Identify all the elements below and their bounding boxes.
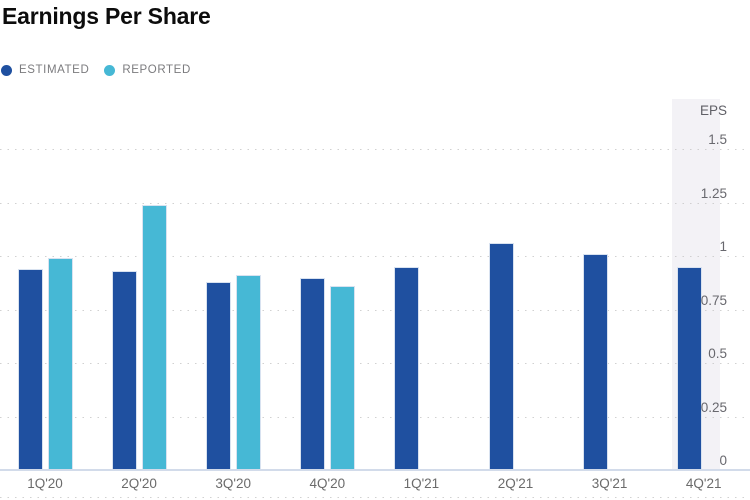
x-axis-line xyxy=(0,469,750,471)
eps-bar-chart: 1Q'20 2Q'20 3Q'20 4Q'20 1Q'21 2Q'21 3Q'21 4Q'21… xyxy=(0,90,750,500)
estimated-swatch-icon xyxy=(1,64,12,76)
legend-label: ESTIMATED xyxy=(19,64,90,76)
y-tick-label-1: 1 xyxy=(719,239,727,255)
x-tick-label-3Q'20: 3Q'20 xyxy=(215,476,251,491)
y-tick-label-0.5: 0.5 xyxy=(708,346,727,362)
gridline-0.5 xyxy=(0,363,750,365)
y-tick-label-1.5: 1.5 xyxy=(708,132,727,148)
x-tick-label-3Q'21: 3Q'21 xyxy=(591,476,628,491)
legend-item-estimated[interactable]: ESTIMATED xyxy=(1,64,89,76)
reported-swatch-icon xyxy=(104,64,116,76)
legend: ESTIMATED REPORTED xyxy=(1,64,206,76)
x-tick-label-1Q'21: 1Q'21 xyxy=(403,476,440,491)
y-axis-title: EPS xyxy=(699,103,727,118)
bar-estimated-3Q'20[interactable] xyxy=(206,281,232,470)
x-tick-label-4Q'20: 4Q'20 xyxy=(309,476,346,491)
bar-estimated-4Q'21[interactable] xyxy=(676,266,702,470)
y-tick-label-1.25: 1.25 xyxy=(700,185,727,201)
bar-estimated-4Q'20[interactable] xyxy=(300,277,326,470)
bar-reported-2Q'20[interactable] xyxy=(141,204,167,470)
y-tick-label-0.25: 0.25 xyxy=(700,399,727,415)
gridline-1.25 xyxy=(0,202,750,204)
x-tick-label-1Q'20: 1Q'20 xyxy=(27,476,63,491)
page-title: Earnings Per Share xyxy=(2,3,211,29)
gridline-1 xyxy=(0,256,750,258)
bar-reported-3Q'20[interactable] xyxy=(235,275,261,470)
bar-estimated-1Q'20[interactable] xyxy=(18,269,43,470)
legend-item-reported[interactable]: REPORTED xyxy=(104,64,191,76)
bar-reported-4Q'20[interactable] xyxy=(329,286,355,470)
bar-estimated-3Q'21[interactable] xyxy=(582,254,608,470)
y-tick-label-0: 0 xyxy=(719,453,727,468)
y-tick-label-0.75: 0.75 xyxy=(700,292,727,308)
x-tick-label-4Q'21: 4Q'21 xyxy=(685,476,722,491)
bar-estimated-1Q'21[interactable] xyxy=(394,266,420,470)
gridline-0.25 xyxy=(0,416,750,418)
bar-estimated-2Q'20[interactable] xyxy=(112,271,138,470)
gridline-below-axis xyxy=(0,497,750,498)
gridline-0.75 xyxy=(0,309,750,311)
x-tick-label-2Q'21: 2Q'21 xyxy=(497,476,534,491)
gridline-1.5 xyxy=(0,149,750,151)
legend-label: REPORTED xyxy=(122,64,191,76)
bar-reported-1Q'20[interactable] xyxy=(47,258,73,470)
x-tick-label-2Q'20: 2Q'20 xyxy=(121,476,157,491)
bar-estimated-2Q'21[interactable] xyxy=(488,243,514,470)
